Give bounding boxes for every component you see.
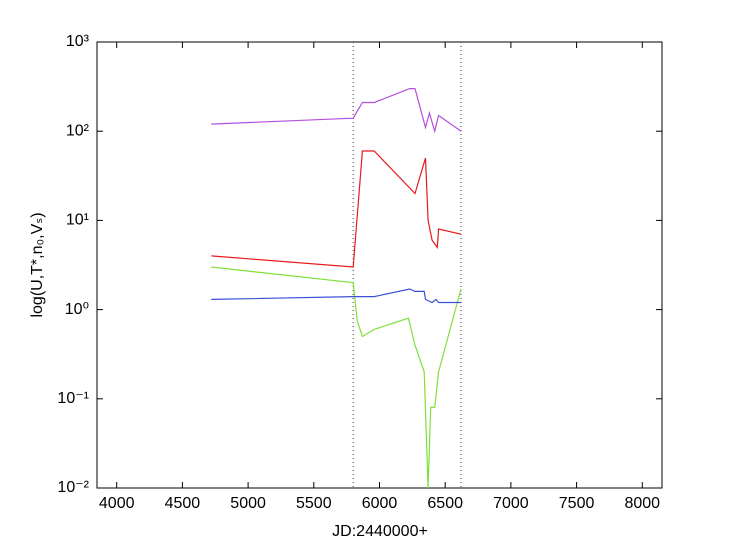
- data-line: [211, 266, 462, 489]
- x-tick-label: 4000: [99, 495, 135, 512]
- y-tick-label: 10²: [66, 122, 90, 139]
- x-tick-label: 8000: [624, 495, 660, 512]
- y-tick-label: 10³: [66, 33, 90, 50]
- data-line: [211, 288, 461, 304]
- x-tick-label: 6500: [427, 495, 463, 512]
- y-tick-label: 10⁰: [65, 301, 89, 318]
- y-axis-label: log(U,T*,n₀,Vₛ): [29, 212, 46, 317]
- x-tick-label: 4500: [165, 495, 201, 512]
- x-tick-label: 5000: [230, 495, 266, 512]
- y-tick-label: 10¹: [66, 212, 89, 229]
- plot-frame: [96, 41, 663, 489]
- x-tick-label: 6000: [362, 495, 398, 512]
- x-tick-label: 5500: [296, 495, 332, 512]
- x-tick-label: 7500: [559, 495, 595, 512]
- x-axis-label: JD:2440000+: [332, 523, 428, 540]
- data-line: [211, 150, 462, 268]
- x-tick-label: 7000: [493, 495, 529, 512]
- y-tick-label: 10⁻²: [57, 479, 89, 496]
- y-tick-label: 10⁻¹: [57, 390, 89, 407]
- data-line: [211, 87, 462, 134]
